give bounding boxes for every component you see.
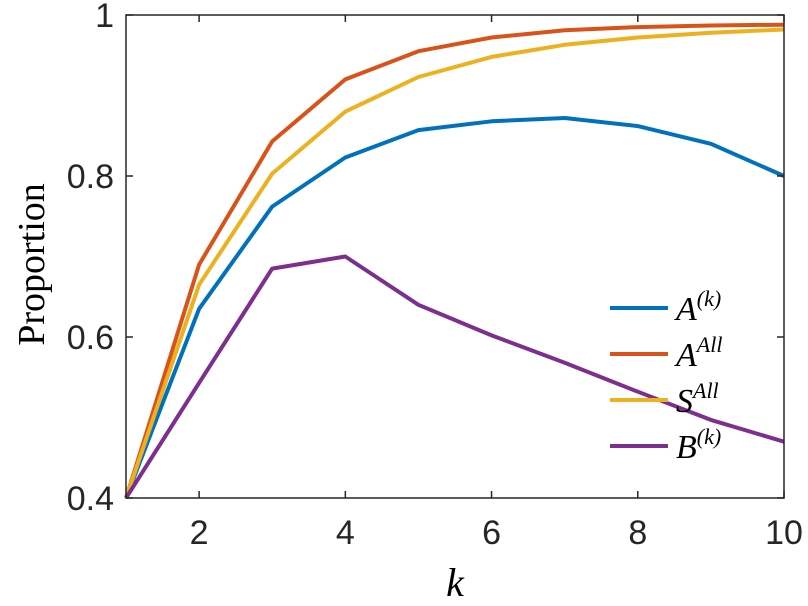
x-tick-label: 2 (190, 514, 209, 552)
x-tick-label: 8 (628, 514, 647, 552)
y-axis-ticks: 0.4 0.6 0.8 1 (67, 0, 784, 518)
y-axis-title: Proportion (11, 183, 53, 346)
series-line-3 (124, 27, 785, 499)
x-tick-label: 6 (482, 514, 501, 552)
y-tick-label: 1 (95, 0, 114, 35)
legend-label-3: SAll (676, 378, 719, 420)
x-tick-label: 10 (765, 514, 803, 552)
series-line-1 (124, 116, 785, 499)
series-line-2 (124, 22, 785, 499)
series-layer (124, 22, 785, 500)
legend-label-2: AAll (674, 332, 722, 374)
series-line-4 (124, 254, 785, 500)
plot-area-frame (125, 14, 785, 499)
y-tick-label: 0.6 (67, 319, 114, 357)
legend-label-4: B(k) (676, 424, 721, 466)
x-tick-label: 4 (336, 514, 355, 552)
x-axis-title: k (446, 560, 465, 605)
legend-label-1: A(k) (674, 286, 721, 328)
x-axis-ticks: 2 4 6 8 10 (190, 15, 803, 552)
y-tick-label: 0.4 (67, 480, 114, 518)
y-tick-label: 0.8 (67, 158, 114, 196)
